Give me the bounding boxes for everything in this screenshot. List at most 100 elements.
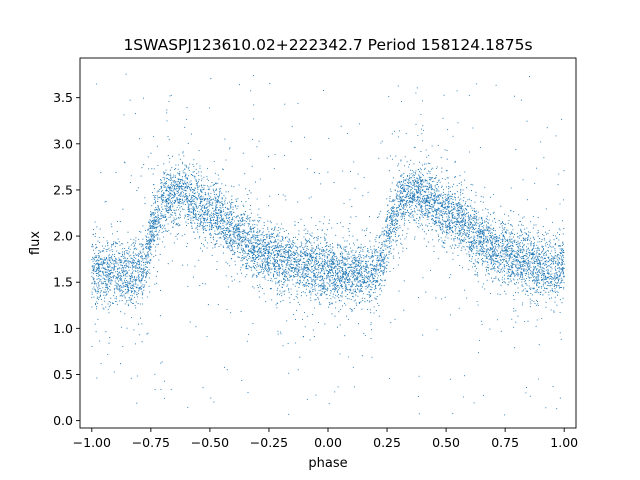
- scatter-point: [479, 231, 481, 233]
- scatter-point: [273, 251, 275, 253]
- scatter-point: [310, 270, 312, 272]
- scatter-point: [178, 204, 180, 207]
- scatter-point: [277, 193, 279, 195]
- scatter-point: [124, 284, 126, 286]
- scatter-point: [156, 238, 159, 240]
- scatter-point: [247, 246, 249, 248]
- scatter-point: [103, 277, 105, 279]
- scatter-point: [266, 247, 268, 249]
- scatter-point: [542, 278, 544, 280]
- scatter-point: [391, 209, 393, 211]
- scatter-point: [384, 243, 386, 245]
- scatter-point: [440, 221, 442, 223]
- scatter-point: [555, 282, 557, 284]
- scatter-point: [305, 270, 307, 272]
- scatter-point: [206, 202, 208, 204]
- scatter-point: [454, 221, 456, 223]
- scatter-point: [329, 270, 331, 272]
- scatter-point: [481, 248, 483, 250]
- scatter-point: [303, 271, 305, 273]
- scatter-point: [107, 287, 109, 289]
- scatter-point: [105, 306, 107, 308]
- scatter-point: [469, 254, 471, 256]
- scatter-point: [310, 242, 312, 244]
- scatter-point: [414, 184, 416, 186]
- scatter-point: [312, 284, 314, 286]
- scatter-point: [362, 293, 364, 295]
- scatter-point: [250, 248, 252, 250]
- scatter-point: [133, 302, 135, 304]
- scatter-point: [101, 261, 103, 263]
- scatter-point: [387, 230, 389, 232]
- scatter-point: [377, 275, 379, 277]
- scatter-point: [283, 253, 285, 255]
- scatter-point: [374, 239, 376, 241]
- scatter-point: [521, 304, 523, 306]
- scatter-point: [433, 180, 435, 182]
- scatter-point: [469, 218, 471, 220]
- scatter-point: [111, 233, 114, 235]
- scatter-point: [347, 356, 349, 358]
- scatter-point: [505, 250, 507, 252]
- scatter-point: [232, 217, 234, 219]
- scatter-point: [129, 300, 131, 302]
- scatter-point: [423, 198, 425, 200]
- scatter-point: [335, 270, 337, 272]
- scatter-point: [547, 282, 549, 284]
- scatter-point: [107, 276, 109, 278]
- scatter-point: [421, 164, 423, 166]
- scatter-point: [262, 227, 264, 230]
- scatter-point: [146, 296, 148, 298]
- scatter-point: [275, 304, 277, 306]
- scatter-point: [185, 165, 187, 167]
- scatter-point: [498, 247, 500, 249]
- scatter-point: [146, 244, 149, 246]
- scatter-point: [196, 208, 198, 210]
- scatter-point: [97, 262, 99, 264]
- scatter-point: [406, 188, 408, 190]
- scatter-point: [293, 254, 295, 257]
- scatter-point: [177, 194, 180, 197]
- scatter-point: [123, 261, 125, 263]
- scatter-point: [554, 301, 556, 303]
- scatter-point: [348, 284, 350, 286]
- scatter-point: [461, 267, 464, 269]
- scatter-point: [437, 240, 440, 242]
- scatter-point: [352, 242, 355, 244]
- scatter-point: [292, 258, 294, 260]
- scatter-point: [477, 258, 479, 260]
- scatter-point: [251, 247, 253, 249]
- scatter-point: [183, 155, 185, 157]
- scatter-point: [239, 228, 241, 230]
- scatter-point: [392, 229, 394, 231]
- scatter-point: [174, 210, 176, 212]
- scatter-point: [96, 298, 98, 300]
- scatter-point: [354, 299, 357, 301]
- scatter-point: [199, 247, 201, 249]
- scatter-point: [468, 238, 470, 240]
- scatter-point: [492, 220, 494, 222]
- scatter-point: [477, 219, 479, 221]
- scatter-point: [344, 286, 346, 288]
- scatter-point: [334, 289, 337, 291]
- scatter-point: [266, 235, 268, 237]
- scatter-point: [118, 257, 120, 259]
- scatter-point: [412, 187, 414, 189]
- scatter-point: [151, 205, 153, 207]
- scatter-point: [297, 369, 299, 371]
- scatter-point: [155, 226, 157, 228]
- scatter-point: [426, 182, 428, 184]
- scatter-point: [415, 173, 417, 175]
- scatter-point: [222, 206, 224, 208]
- scatter-point: [199, 211, 201, 213]
- scatter-point: [509, 278, 511, 280]
- scatter-point: [426, 208, 428, 210]
- scatter-point: [540, 141, 542, 143]
- scatter-point: [297, 266, 299, 268]
- scatter-point: [205, 224, 207, 227]
- scatter-point: [249, 217, 251, 219]
- scatter-point: [172, 176, 174, 178]
- scatter-point: [504, 227, 506, 229]
- scatter-point: [521, 249, 523, 251]
- scatter-point: [505, 246, 507, 248]
